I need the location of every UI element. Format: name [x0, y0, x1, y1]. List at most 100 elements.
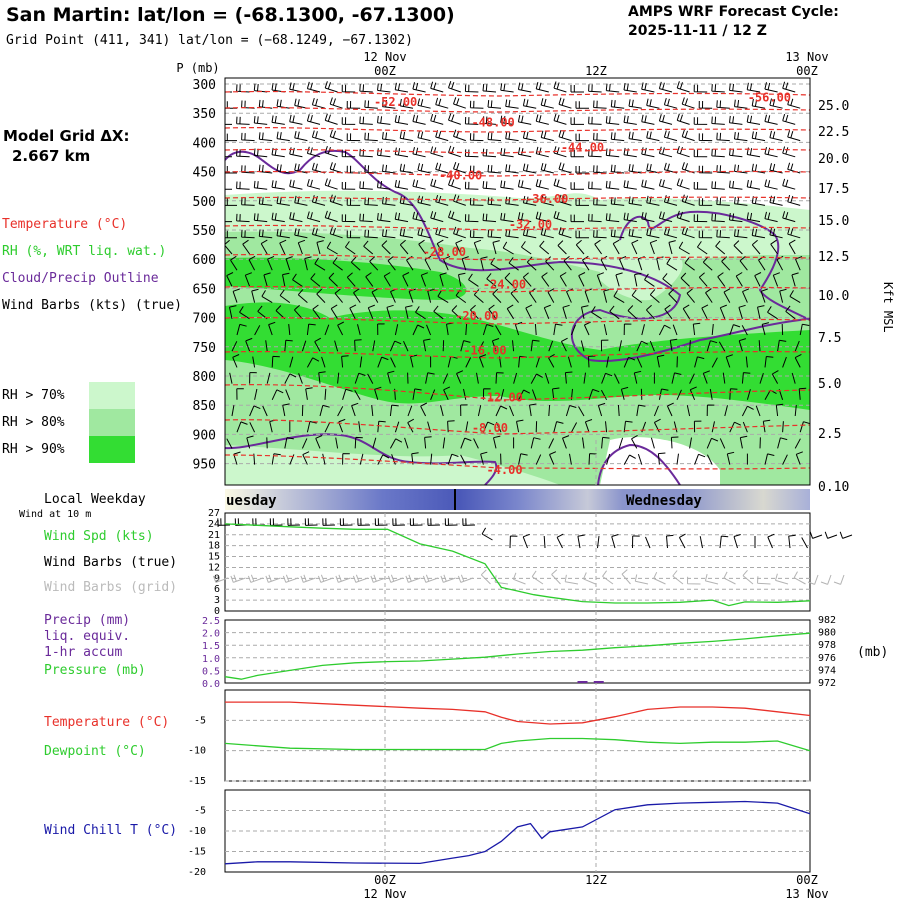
xs-wind-barb	[593, 132, 607, 142]
wspd-tick: 15	[208, 552, 220, 563]
xs-wind-barb	[575, 101, 589, 109]
xs-wind-barb	[440, 405, 444, 417]
xs-wind-barb	[693, 181, 708, 190]
pressure-unit-label: (mb)	[857, 645, 889, 660]
temp-label: -52.00	[374, 95, 417, 109]
xs-wind-barb	[464, 214, 479, 223]
xs-wind-barb	[558, 129, 572, 142]
xs-wind-barb	[788, 239, 796, 255]
temp-label: -32.00	[509, 218, 552, 232]
xs-wind-barb	[316, 240, 324, 255]
xs-wind-barb	[769, 227, 783, 239]
xs-wind-barb	[525, 304, 533, 320]
xs-wind-barb	[486, 273, 497, 287]
xs-wind-barb	[702, 370, 710, 384]
xs-wind-barb	[535, 81, 549, 93]
xs-wind-barb	[417, 163, 431, 174]
sfc-wind-barb	[699, 536, 703, 549]
dewpoint-line	[224, 737, 811, 752]
xs-wind-barb	[738, 304, 746, 319]
xs-wind-barb	[724, 405, 728, 417]
xs-wind-barb	[469, 165, 484, 174]
xs-wind-barb	[751, 239, 761, 255]
sfc-wind-barb	[788, 534, 796, 549]
xs-wind-barb	[693, 84, 708, 93]
xs-wind-barb	[689, 373, 695, 384]
xs-wind-barb	[389, 340, 402, 352]
xs-wind-barb	[746, 179, 761, 190]
xs-wind-barb	[633, 370, 642, 384]
xs-wind-barb	[558, 97, 572, 109]
xs-wind-barb	[284, 339, 293, 352]
xs-wind-barb	[412, 324, 425, 336]
grid-wind-barb	[480, 569, 491, 585]
xs-wind-barb	[782, 178, 796, 190]
wc-tick: -10	[188, 826, 206, 837]
grid-wind-barb	[687, 576, 701, 585]
xs-wind-barb	[288, 324, 291, 336]
pres-tick: 978	[818, 640, 836, 651]
xs-wind-barb	[332, 257, 343, 271]
sfc-wind-barb	[392, 518, 406, 526]
xs-wind-barb	[342, 453, 350, 465]
xs-wind-barb	[785, 305, 796, 320]
xs-wind-barb	[782, 356, 787, 368]
xs-wind-barb	[418, 239, 427, 255]
xs-wind-barb	[324, 324, 330, 336]
xs-wind-barb	[482, 116, 497, 125]
xs-wind-barb	[562, 304, 570, 319]
xs-wind-barb	[430, 211, 444, 223]
xs-wind-barb	[593, 165, 607, 174]
p-tick-600: 600	[193, 253, 216, 268]
xs-wind-barb	[254, 388, 258, 400]
precip-bar	[577, 681, 588, 683]
sfc-wind-barb	[427, 518, 441, 526]
xs-wind-barb	[719, 304, 727, 319]
xs-wind-barb	[789, 290, 801, 304]
xs-wind-barb	[294, 304, 303, 320]
legend-rh90-swatch	[89, 436, 135, 463]
xs-wind-barb	[482, 148, 497, 158]
xs-wind-barb	[711, 421, 715, 433]
xs-wind-barb	[341, 117, 356, 125]
xs-wind-barb	[681, 226, 695, 239]
xs-wind-barb	[465, 357, 472, 368]
xs-wind-barb	[578, 406, 585, 417]
wind-chill-line	[224, 800, 811, 865]
grid-point-subtitle: Grid Point (411, 341) lat/lon = (−68.124…	[6, 33, 413, 48]
legend-rh70-label: RH > 70%	[2, 388, 65, 403]
xs-wind-barb	[252, 356, 256, 368]
xs-wind-barb	[623, 454, 636, 465]
xs-wind-barb	[581, 305, 589, 319]
grid-wind-barb	[551, 569, 561, 585]
xs-wind-barb	[794, 438, 801, 449]
xs-wind-barb	[482, 324, 494, 336]
xs-wind-barb	[553, 81, 567, 93]
xs-wind-barb	[658, 81, 673, 93]
xs-wind-barb	[558, 227, 572, 239]
xs-wind-barb	[711, 148, 725, 158]
xs-wind-barb	[698, 133, 713, 142]
xs-wind-barb	[644, 273, 655, 287]
xs-wind-barb	[522, 272, 532, 287]
sfc-wind-barb	[409, 518, 423, 526]
xs-wind-barb	[276, 228, 290, 239]
xs-wind-barb	[322, 453, 326, 465]
xs-wind-barb	[694, 356, 705, 368]
xs-wind-barb	[324, 81, 338, 93]
sfc-wind-barb	[632, 535, 640, 549]
kft-msl-label: Kft MSL	[881, 282, 895, 333]
pres-tick: 976	[818, 653, 836, 664]
xs-wind-barb	[367, 373, 374, 384]
xs-wind-barb	[641, 324, 645, 336]
xs-wind-barb	[689, 437, 692, 449]
xs-wind-barb	[649, 239, 658, 255]
xs-wind-barb	[693, 149, 708, 158]
xs-wind-barb	[276, 196, 290, 206]
xs-wind-barb	[548, 404, 551, 417]
xs-wind-barb	[764, 114, 778, 125]
xs-wind-barb	[236, 181, 250, 190]
xs-wind-barb	[681, 129, 695, 142]
grid-wind-barb	[282, 574, 299, 583]
